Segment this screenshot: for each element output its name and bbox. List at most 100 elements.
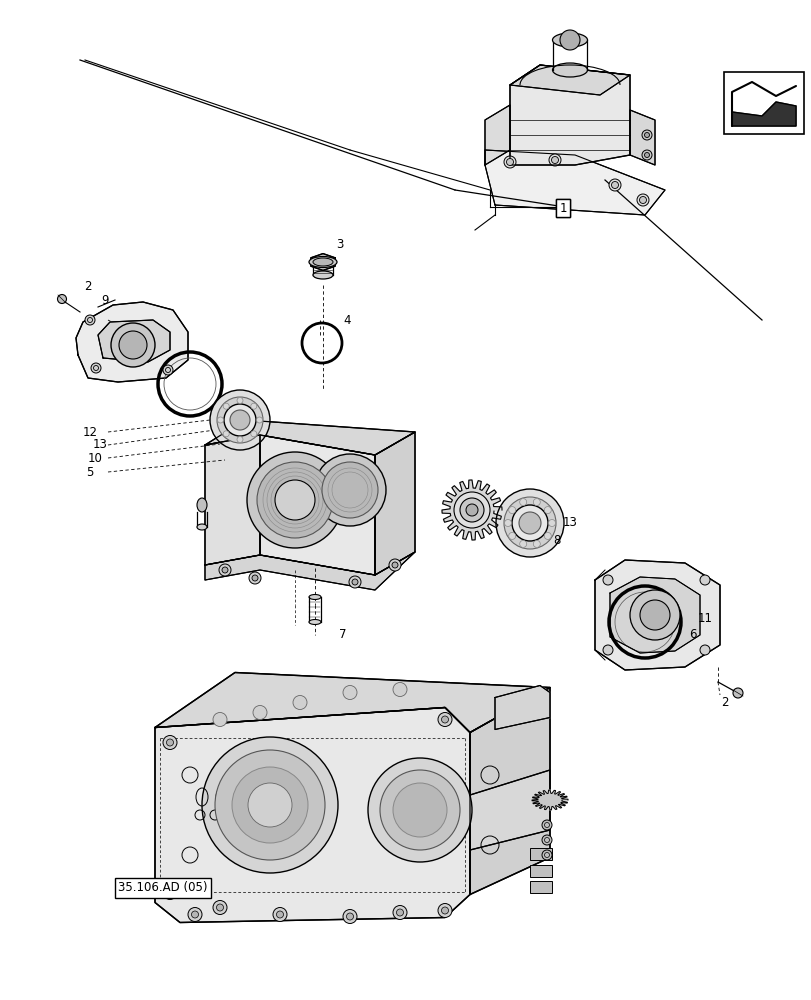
Polygon shape bbox=[629, 110, 654, 165]
Circle shape bbox=[293, 696, 307, 710]
Polygon shape bbox=[594, 560, 719, 670]
Circle shape bbox=[393, 682, 406, 696]
Circle shape bbox=[639, 600, 669, 630]
Circle shape bbox=[58, 294, 67, 304]
Circle shape bbox=[322, 462, 378, 518]
Circle shape bbox=[642, 130, 651, 140]
Circle shape bbox=[629, 590, 679, 640]
Circle shape bbox=[346, 913, 353, 920]
Circle shape bbox=[512, 505, 547, 541]
Circle shape bbox=[217, 417, 223, 423]
Circle shape bbox=[212, 900, 227, 914]
Circle shape bbox=[642, 150, 651, 160]
Polygon shape bbox=[531, 790, 568, 810]
Circle shape bbox=[504, 520, 511, 526]
Circle shape bbox=[367, 758, 471, 862]
Text: 13: 13 bbox=[92, 438, 107, 452]
Circle shape bbox=[351, 579, 358, 585]
Polygon shape bbox=[609, 577, 699, 653]
Circle shape bbox=[314, 454, 385, 526]
Circle shape bbox=[85, 315, 95, 325]
Circle shape bbox=[217, 397, 263, 443]
Circle shape bbox=[221, 567, 228, 573]
Text: 7: 7 bbox=[339, 628, 346, 640]
Text: 8: 8 bbox=[552, 534, 560, 546]
Circle shape bbox=[496, 489, 564, 557]
Circle shape bbox=[466, 504, 478, 516]
Circle shape bbox=[611, 182, 618, 189]
Ellipse shape bbox=[309, 256, 337, 267]
Polygon shape bbox=[98, 320, 169, 362]
Polygon shape bbox=[260, 435, 375, 575]
Polygon shape bbox=[155, 708, 470, 922]
Circle shape bbox=[437, 712, 452, 726]
Ellipse shape bbox=[309, 594, 320, 599]
Ellipse shape bbox=[312, 271, 333, 279]
Polygon shape bbox=[76, 302, 188, 382]
Circle shape bbox=[608, 179, 620, 191]
Circle shape bbox=[237, 436, 242, 442]
Circle shape bbox=[504, 497, 556, 549]
Text: 35.106.AD (05): 35.106.AD (05) bbox=[118, 882, 208, 894]
Circle shape bbox=[163, 735, 177, 750]
Circle shape bbox=[541, 820, 551, 830]
Circle shape bbox=[543, 507, 551, 514]
Circle shape bbox=[699, 645, 709, 655]
Circle shape bbox=[506, 159, 513, 166]
Circle shape bbox=[533, 540, 539, 547]
Text: 11: 11 bbox=[697, 611, 711, 624]
Circle shape bbox=[166, 739, 174, 746]
Circle shape bbox=[560, 30, 579, 50]
Circle shape bbox=[342, 909, 357, 923]
Circle shape bbox=[644, 153, 649, 158]
Bar bbox=[530, 881, 551, 893]
Text: 12: 12 bbox=[83, 426, 97, 438]
Polygon shape bbox=[204, 435, 260, 565]
Circle shape bbox=[636, 194, 648, 206]
Circle shape bbox=[275, 480, 315, 520]
Circle shape bbox=[91, 363, 101, 373]
Circle shape bbox=[460, 498, 483, 522]
Polygon shape bbox=[375, 432, 414, 575]
Circle shape bbox=[251, 575, 258, 581]
Circle shape bbox=[247, 452, 342, 548]
Circle shape bbox=[508, 532, 515, 539]
Circle shape bbox=[166, 889, 174, 896]
Circle shape bbox=[219, 564, 230, 576]
Circle shape bbox=[732, 688, 742, 698]
Circle shape bbox=[551, 157, 558, 164]
Circle shape bbox=[393, 905, 406, 919]
Circle shape bbox=[202, 737, 337, 873]
Circle shape bbox=[163, 886, 177, 900]
Circle shape bbox=[603, 645, 612, 655]
Polygon shape bbox=[441, 480, 501, 540]
Circle shape bbox=[644, 133, 649, 138]
Circle shape bbox=[232, 767, 307, 843]
Circle shape bbox=[349, 576, 361, 588]
Polygon shape bbox=[204, 420, 414, 455]
Circle shape bbox=[251, 431, 256, 437]
Circle shape bbox=[247, 783, 292, 827]
Circle shape bbox=[393, 783, 446, 837]
Polygon shape bbox=[311, 254, 335, 270]
Polygon shape bbox=[509, 65, 629, 95]
Circle shape bbox=[251, 403, 256, 409]
Circle shape bbox=[441, 907, 448, 914]
Polygon shape bbox=[731, 102, 795, 126]
Ellipse shape bbox=[551, 63, 587, 77]
Circle shape bbox=[119, 331, 147, 359]
Circle shape bbox=[699, 575, 709, 585]
Circle shape bbox=[519, 540, 526, 547]
Circle shape bbox=[388, 559, 401, 571]
Polygon shape bbox=[204, 552, 414, 590]
Circle shape bbox=[277, 911, 283, 918]
Text: 2: 2 bbox=[720, 696, 727, 708]
Circle shape bbox=[230, 410, 250, 430]
Circle shape bbox=[111, 323, 155, 367]
Ellipse shape bbox=[197, 498, 207, 512]
Circle shape bbox=[342, 686, 357, 700]
Circle shape bbox=[392, 562, 397, 568]
Polygon shape bbox=[155, 672, 549, 732]
Circle shape bbox=[547, 520, 555, 526]
Circle shape bbox=[237, 397, 242, 403]
